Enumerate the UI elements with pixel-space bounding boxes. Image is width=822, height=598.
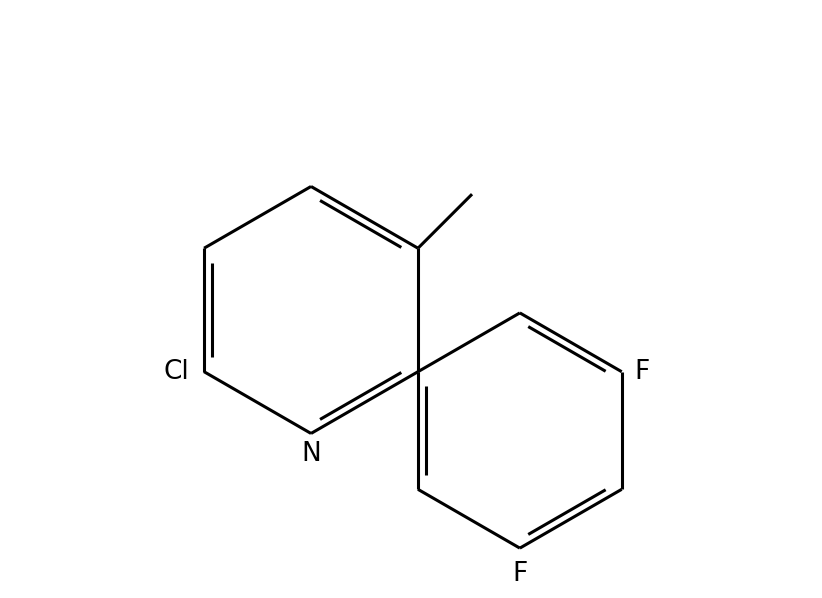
Text: Cl: Cl <box>164 359 189 385</box>
Text: F: F <box>635 359 650 385</box>
Text: F: F <box>512 561 528 587</box>
Text: N: N <box>301 441 321 466</box>
